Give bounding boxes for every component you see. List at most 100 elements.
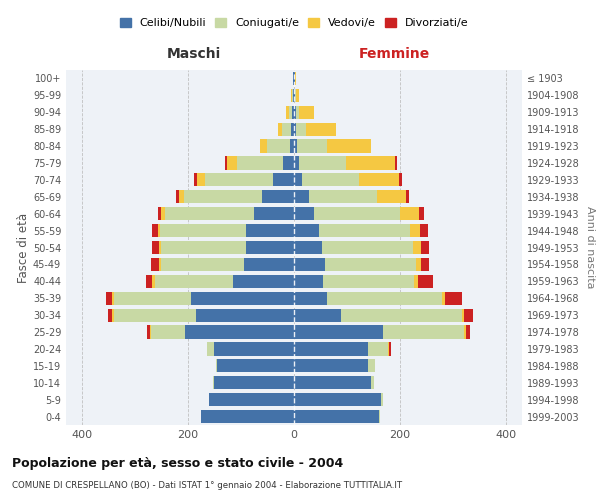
Bar xyxy=(291,89,292,102)
Bar xyxy=(278,122,282,136)
Bar xyxy=(112,292,114,305)
Bar xyxy=(296,140,328,152)
Bar xyxy=(292,89,293,102)
Bar xyxy=(294,140,296,152)
Bar xyxy=(165,207,254,220)
Legend: Celibi/Nubili, Coniugati/e, Vedovi/e, Divorziati/e: Celibi/Nubili, Coniugati/e, Vedovi/e, Di… xyxy=(115,13,473,32)
Bar xyxy=(399,174,401,186)
Bar xyxy=(445,292,461,305)
Bar xyxy=(150,326,151,338)
Bar xyxy=(246,224,294,237)
Bar xyxy=(294,72,295,85)
Bar xyxy=(158,224,160,237)
Bar xyxy=(147,326,150,338)
Bar xyxy=(294,292,327,305)
Bar xyxy=(416,258,421,271)
Bar xyxy=(319,224,410,237)
Bar xyxy=(185,326,294,338)
Bar xyxy=(161,258,244,271)
Bar xyxy=(106,292,112,305)
Bar xyxy=(418,274,433,288)
Bar xyxy=(464,326,466,338)
Bar xyxy=(260,140,268,152)
Bar xyxy=(155,274,233,288)
Bar xyxy=(161,241,246,254)
Bar xyxy=(359,174,399,186)
Bar xyxy=(415,274,418,288)
Bar xyxy=(305,122,337,136)
Bar xyxy=(294,224,319,237)
Bar xyxy=(294,207,314,220)
Bar xyxy=(325,258,416,271)
Bar xyxy=(420,224,428,237)
Text: COMUNE DI CRESPELLANO (BO) - Dati ISTAT 1° gennaio 2004 - Elaborazione TUTTITALI: COMUNE DI CRESPELLANO (BO) - Dati ISTAT … xyxy=(12,481,402,490)
Bar xyxy=(368,359,374,372)
Bar xyxy=(286,106,289,119)
Bar xyxy=(273,174,294,186)
Bar xyxy=(377,190,406,203)
Bar xyxy=(114,308,196,322)
Bar xyxy=(292,122,294,136)
Bar xyxy=(290,140,294,152)
Bar xyxy=(323,274,415,288)
Bar xyxy=(294,174,302,186)
Bar xyxy=(217,359,294,372)
Bar xyxy=(295,72,296,85)
Bar xyxy=(146,274,152,288)
Bar xyxy=(224,156,227,170)
Bar xyxy=(268,140,290,152)
Bar xyxy=(196,308,294,322)
Bar xyxy=(294,89,295,102)
Bar xyxy=(292,106,294,119)
Bar xyxy=(214,376,294,390)
Bar xyxy=(296,106,299,119)
Bar xyxy=(215,359,217,372)
Bar xyxy=(406,190,409,203)
Bar xyxy=(227,156,237,170)
Bar xyxy=(112,308,114,322)
Bar xyxy=(179,190,184,203)
Bar xyxy=(294,359,368,372)
Bar xyxy=(294,393,382,406)
Bar xyxy=(294,106,296,119)
Bar xyxy=(152,274,155,288)
Bar xyxy=(254,207,294,220)
Bar xyxy=(296,89,299,102)
Bar xyxy=(191,292,294,305)
Bar xyxy=(160,224,246,237)
Bar xyxy=(382,393,383,406)
Bar xyxy=(346,156,395,170)
Bar xyxy=(282,122,292,136)
Bar xyxy=(294,156,299,170)
Bar xyxy=(371,376,374,390)
Bar xyxy=(294,410,379,423)
Bar xyxy=(194,174,197,186)
Bar xyxy=(388,342,389,355)
Bar xyxy=(413,241,421,254)
Bar xyxy=(233,274,294,288)
Bar xyxy=(283,156,294,170)
Bar xyxy=(389,342,391,355)
Bar xyxy=(108,308,112,322)
Bar xyxy=(152,224,158,237)
Bar xyxy=(421,241,428,254)
Bar xyxy=(383,326,464,338)
Bar xyxy=(395,156,397,170)
Bar xyxy=(294,342,368,355)
Bar xyxy=(209,393,294,406)
Bar xyxy=(293,89,294,102)
Bar xyxy=(295,89,296,102)
Bar xyxy=(114,292,191,305)
Bar xyxy=(201,410,294,423)
Bar xyxy=(302,174,359,186)
Bar xyxy=(327,292,442,305)
Bar xyxy=(262,190,294,203)
Text: Maschi: Maschi xyxy=(167,47,221,61)
Bar xyxy=(299,156,346,170)
Bar xyxy=(294,190,309,203)
Bar xyxy=(410,224,420,237)
Bar xyxy=(206,342,214,355)
Bar xyxy=(419,207,424,220)
Bar xyxy=(161,207,165,220)
Bar xyxy=(379,410,380,423)
